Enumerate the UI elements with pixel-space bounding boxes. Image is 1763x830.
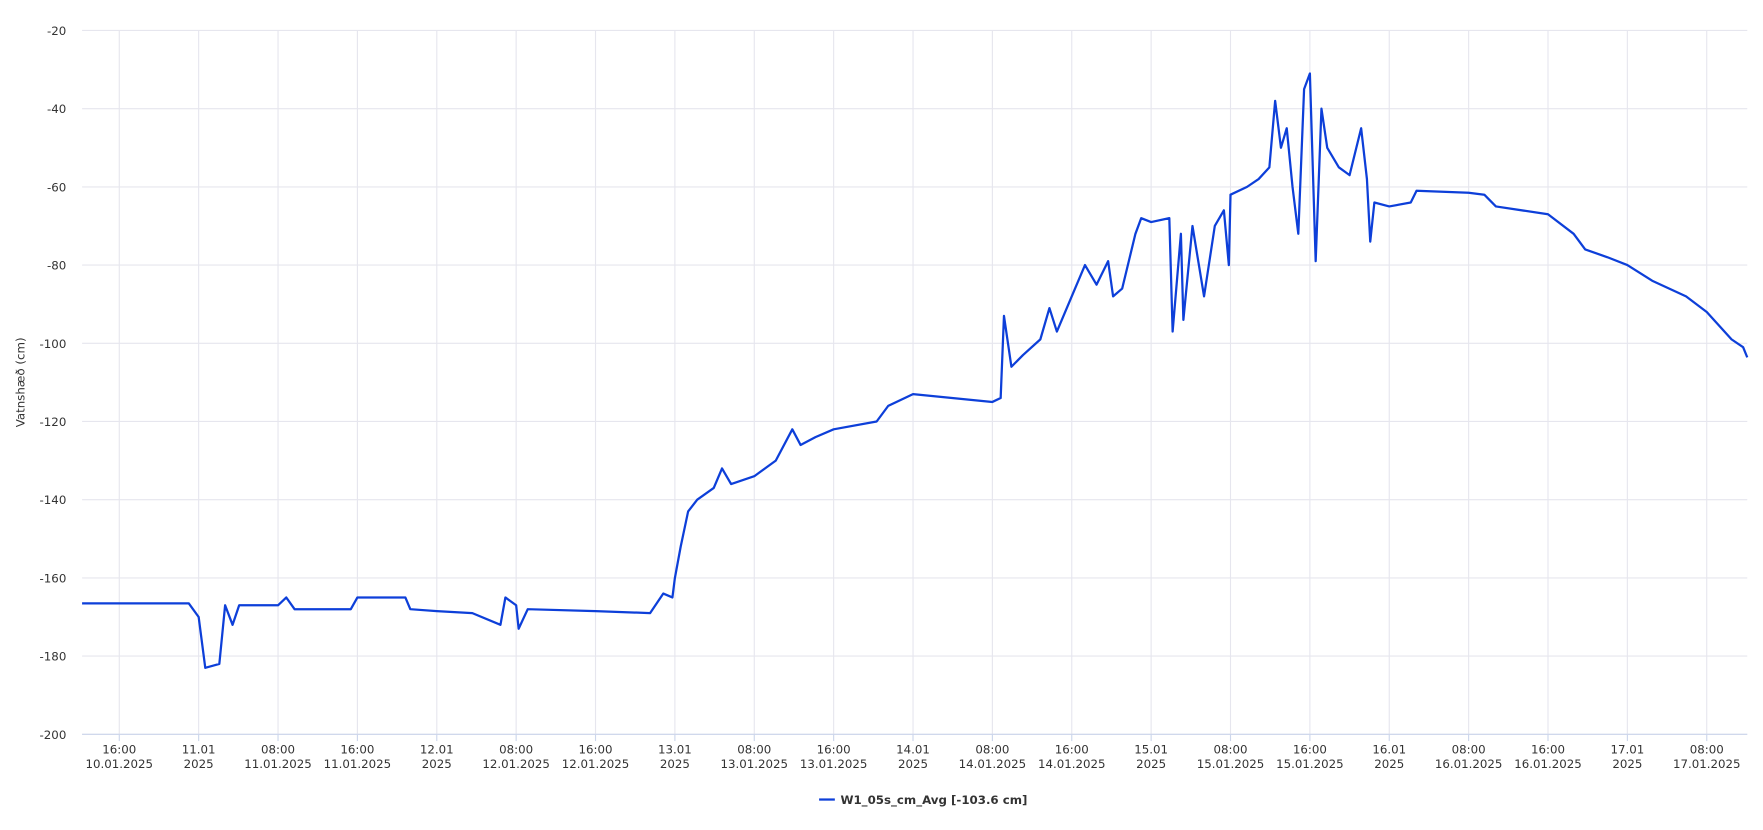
y-tick-label: -100 xyxy=(40,337,67,351)
x-tick-label: 08:00 xyxy=(261,742,295,756)
x-tick-label: 16.01.2025 xyxy=(1435,757,1503,771)
x-tick-label: 16:00 xyxy=(817,742,851,756)
x-tick-label: 08:00 xyxy=(1214,742,1248,756)
y-axis-label: Vatnshæð (cm) xyxy=(14,337,28,427)
x-tick-label: 2025 xyxy=(1374,757,1404,771)
x-tick-label: 16:00 xyxy=(1293,742,1327,756)
x-tick-label: 15.01.2025 xyxy=(1276,757,1344,771)
x-tick-label: 08:00 xyxy=(1452,742,1486,756)
y-tick-label: -40 xyxy=(47,102,66,116)
x-tick-label: 16.01.2025 xyxy=(1514,757,1582,771)
x-tick-label: 17.01 xyxy=(1610,742,1644,756)
x-tick-label: 2025 xyxy=(1612,757,1642,771)
x-tick-label: 11.01.2025 xyxy=(324,757,392,771)
x-tick-label: 08:00 xyxy=(737,742,771,756)
x-tick-label: 15.01.2025 xyxy=(1197,757,1265,771)
y-tick-label: -160 xyxy=(40,571,67,585)
data-line xyxy=(82,72,1749,669)
x-tick-label: 16.01 xyxy=(1372,742,1406,756)
y-tick-label: -80 xyxy=(47,259,66,273)
x-tick-label: 14.01.2025 xyxy=(959,757,1027,771)
x-tick-label: 15.01 xyxy=(1134,742,1168,756)
x-tick-label: 13.01.2025 xyxy=(720,757,788,771)
x-tick-label: 13.01.2025 xyxy=(800,757,868,771)
x-tick-label: 11.01 xyxy=(182,742,216,756)
x-tick-label: 2025 xyxy=(184,757,214,771)
legend-label: W1_05s_cm_Avg [-103.6 cm] xyxy=(840,793,1027,808)
x-tick-label: 12.01.2025 xyxy=(562,757,630,771)
x-tick-label: 17.01.2025 xyxy=(1673,757,1741,771)
x-tick-label: 16:00 xyxy=(1531,742,1565,756)
legend-item: W1_05s_cm_Avg [-103.6 cm] xyxy=(819,793,1027,808)
y-tick-label: -180 xyxy=(40,650,67,664)
x-tick-label: 2025 xyxy=(1136,757,1166,771)
x-tick-label: 11.01.2025 xyxy=(244,757,312,771)
x-tick-label: 12.01.2025 xyxy=(482,757,550,771)
y-tick-label: -200 xyxy=(40,728,67,742)
x-tick-label: 14.01.2025 xyxy=(1038,757,1106,771)
x-tick-label: 08:00 xyxy=(975,742,1009,756)
x-tick-label: 16:00 xyxy=(102,742,136,756)
x-tick-label: 16:00 xyxy=(340,742,374,756)
y-tick-label: -20 xyxy=(47,24,66,38)
x-tick-label: 08:00 xyxy=(1690,742,1724,756)
x-tick-label: 16:00 xyxy=(1055,742,1089,756)
x-tick-label: 2025 xyxy=(422,757,452,771)
x-tick-label: 2025 xyxy=(660,757,690,771)
y-tick-label: -140 xyxy=(40,493,67,507)
x-tick-label: 08:00 xyxy=(499,742,533,756)
x-tick-label: 13.01 xyxy=(658,742,692,756)
x-tick-label: 14.01 xyxy=(896,742,930,756)
y-tick-label: -60 xyxy=(47,180,66,194)
x-tick-label: 16:00 xyxy=(579,742,613,756)
y-tick-label: -120 xyxy=(40,415,67,429)
x-tick-label: 2025 xyxy=(898,757,928,771)
x-tick-label: 12.01 xyxy=(420,742,454,756)
x-tick-label: 10.01.2025 xyxy=(86,757,154,771)
